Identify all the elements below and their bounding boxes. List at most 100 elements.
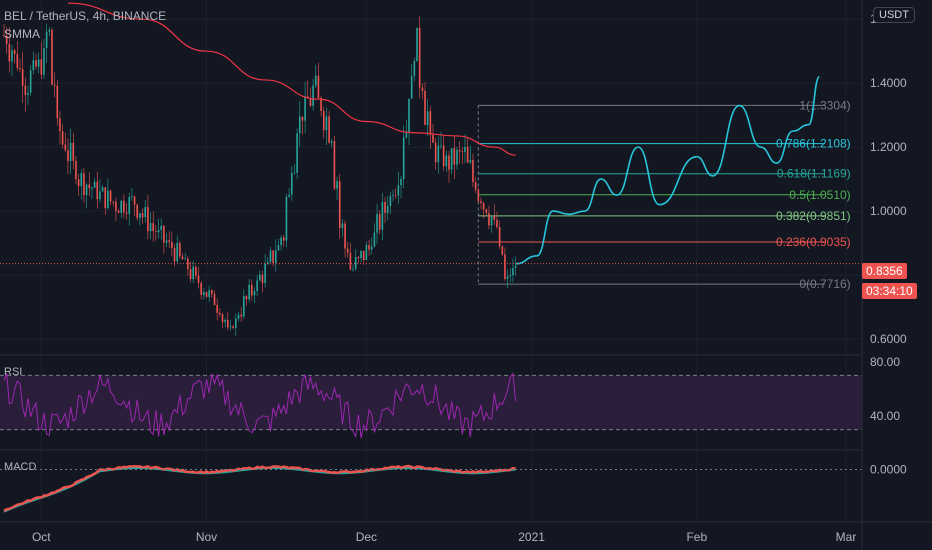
candle-body (413, 61, 416, 76)
candle-body (386, 205, 389, 214)
candle-body (440, 145, 442, 147)
candle-body (493, 216, 496, 220)
candle-body (333, 141, 336, 189)
candle-body (317, 75, 320, 98)
candle-body (477, 189, 480, 202)
candle-body (456, 149, 458, 165)
candle-body (501, 246, 504, 255)
indicator-label[interactable]: SMMA (4, 27, 40, 41)
candle-body (306, 96, 309, 99)
candle-body (203, 292, 205, 295)
candle-body (147, 206, 149, 232)
candle-body (227, 319, 229, 328)
candle-body (312, 85, 314, 106)
rsi-label[interactable]: RSI (4, 366, 23, 378)
rsi-pane: 80.00 40.00 (0, 355, 900, 439)
candle-body (64, 144, 67, 151)
candle-body (16, 53, 19, 68)
candle-body (83, 173, 85, 196)
candle-body (293, 172, 296, 174)
candle-body (298, 116, 301, 134)
candle-body (88, 184, 91, 189)
candle-body (45, 31, 48, 49)
candle-body (490, 216, 493, 226)
macd-label[interactable]: MACD (4, 461, 37, 473)
fibonacci-retracement[interactable]: 1(1.3304) 0.786(1.2108) 0.618(1.1169) 0.5(1… (477, 98, 851, 291)
macd-tick-label: 0.0000 (870, 463, 907, 477)
candle-body (104, 187, 107, 209)
candle-body (434, 142, 437, 163)
candle-body (213, 294, 216, 306)
candle-body (195, 266, 197, 276)
candle-body (27, 92, 29, 96)
candle-body (360, 250, 362, 258)
candle-body (91, 187, 93, 189)
candle-body (466, 146, 469, 163)
candle-body (349, 252, 352, 270)
candle-body (200, 282, 202, 295)
candle-body (155, 231, 157, 233)
candle-body (290, 172, 293, 195)
fib-level-label: 1(1.3304) (799, 98, 850, 112)
price-tick-label: 1.4000 (870, 76, 907, 90)
candle-body (392, 195, 394, 197)
price-tick-label: 1.0000 (870, 204, 907, 218)
candle-body (160, 225, 163, 230)
candle-body (179, 243, 181, 257)
candle-body (37, 59, 40, 67)
candle-body (488, 213, 490, 226)
symbol-title[interactable]: BEL / TetherUS, 4h, BINANCE (4, 9, 167, 23)
candle-body (171, 242, 173, 249)
candle-body (51, 29, 53, 85)
candle-body (264, 263, 266, 284)
candle-body (187, 258, 189, 270)
time-tick-label: Mar (836, 530, 857, 544)
fib-level-label: 0.236(0.9035) (776, 235, 851, 249)
currency-button[interactable]: USDT (873, 7, 915, 23)
candle-body (59, 118, 61, 132)
candle-body (85, 184, 88, 196)
candle-body (245, 295, 248, 300)
candle-body (498, 227, 501, 247)
candle-body (301, 116, 304, 121)
candle-body (208, 290, 210, 298)
rsi-tick-label: 80.00 (870, 355, 900, 369)
candle-body (458, 149, 461, 152)
candle-body (75, 160, 77, 180)
candle-body (109, 190, 112, 202)
rsi-tick-label: 40.00 (870, 409, 900, 423)
candle-body (248, 284, 250, 300)
candle-body (285, 196, 288, 241)
candle-body (112, 201, 115, 203)
candle-body (11, 50, 13, 62)
candle-body (370, 246, 373, 250)
candle-body (400, 179, 402, 186)
projection-path[interactable] (515, 75, 821, 265)
candle-body (397, 185, 400, 196)
candle-body (330, 141, 333, 143)
candle-body (346, 248, 349, 253)
candle-body (504, 254, 506, 280)
candle-body (378, 213, 381, 230)
candle-body (8, 44, 11, 62)
candle-body (410, 75, 413, 99)
candle-body (362, 250, 365, 261)
candle-body (221, 314, 224, 323)
candle-body (19, 67, 21, 70)
candle-body (365, 245, 368, 261)
macd-signal-line (3, 466, 516, 513)
candlestick-series (3, 16, 517, 336)
candle-body (429, 111, 432, 136)
candle-body (21, 69, 24, 86)
candle-body (445, 155, 448, 167)
candle-body (173, 248, 176, 262)
candle-body (453, 148, 456, 165)
candle-body (205, 292, 208, 298)
candle-body (189, 269, 192, 280)
candle-body (354, 256, 357, 269)
candle-body (405, 132, 408, 138)
candle-body (141, 213, 144, 218)
candle-body (96, 181, 99, 200)
candle-body (219, 312, 221, 315)
